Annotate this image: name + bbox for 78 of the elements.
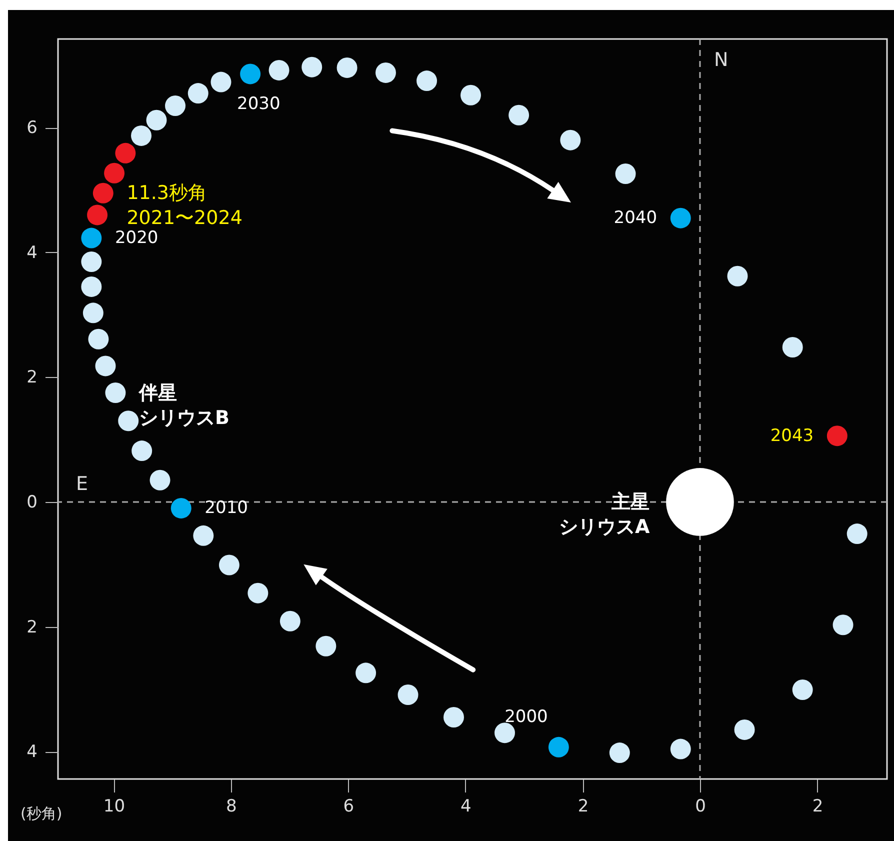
point [104, 162, 125, 184]
point [248, 582, 268, 604]
point [132, 440, 152, 462]
point [188, 83, 208, 104]
point [609, 742, 630, 764]
point [494, 722, 515, 744]
point [416, 70, 438, 92]
y-tick-label: 6 [26, 118, 38, 138]
y-tick-label: 0 [26, 492, 38, 512]
annotation: シリウスA [558, 516, 650, 538]
point [170, 498, 192, 518]
point [280, 610, 300, 632]
point [398, 684, 418, 705]
annotation: 2010 [204, 498, 248, 518]
ref-line-label: N [714, 49, 728, 71]
point [81, 276, 102, 297]
point [336, 57, 358, 78]
point [727, 266, 748, 286]
point [548, 736, 569, 758]
annotation: 主星 [610, 490, 650, 513]
y-tick-label: 4 [26, 742, 38, 762]
annotation: 11.3秒角 [126, 182, 208, 204]
point [846, 524, 868, 544]
x-tick-label: 10 [103, 796, 126, 816]
point [302, 56, 322, 78]
x-tick-label: 0 [695, 796, 706, 816]
point [87, 204, 108, 226]
point [443, 707, 464, 728]
point [150, 470, 170, 490]
y-tick-label: 2 [26, 617, 38, 638]
annotation: 2030 [237, 94, 280, 114]
point [615, 164, 636, 184]
point [782, 337, 803, 358]
point [356, 662, 376, 684]
point [375, 62, 396, 83]
point [81, 252, 102, 272]
x-axis-title: (秒角) [20, 804, 62, 822]
point [81, 228, 102, 248]
point [92, 182, 114, 204]
point [734, 719, 755, 740]
point [826, 426, 848, 446]
point [115, 142, 136, 164]
point [670, 738, 691, 760]
point [316, 636, 336, 656]
ref-line-label: E [76, 472, 88, 495]
point [560, 130, 581, 150]
point [82, 302, 104, 324]
annotation: 2020 [114, 228, 158, 248]
point [146, 110, 167, 130]
point [118, 410, 139, 432]
point [670, 208, 691, 228]
x-tick-label: 6 [343, 796, 354, 816]
point [508, 104, 530, 126]
y-tick-label: 4 [26, 242, 38, 263]
point [165, 96, 186, 116]
annotation: 2021〜2024 [126, 207, 242, 230]
annotation: シリウスB [139, 406, 230, 429]
point [792, 680, 813, 700]
x-tick-label: 8 [226, 796, 237, 816]
x-tick-label: 2 [812, 796, 824, 816]
point [88, 328, 109, 350]
x-tick-label: 2 [578, 796, 589, 816]
point [240, 64, 261, 84]
point [268, 60, 290, 80]
point [131, 125, 152, 146]
point [832, 614, 854, 636]
point [210, 72, 232, 92]
point [95, 356, 116, 376]
point [193, 525, 214, 546]
point [460, 84, 481, 106]
y-tick-label: 2 [26, 368, 38, 388]
x-tick-label: 4 [460, 796, 472, 816]
point [105, 382, 126, 404]
annotation: 2000 [504, 707, 548, 728]
point [218, 554, 240, 576]
annotation: 2040 [614, 208, 658, 228]
annotation: 伴星 [138, 382, 178, 404]
annotation: 2043 [770, 426, 814, 446]
